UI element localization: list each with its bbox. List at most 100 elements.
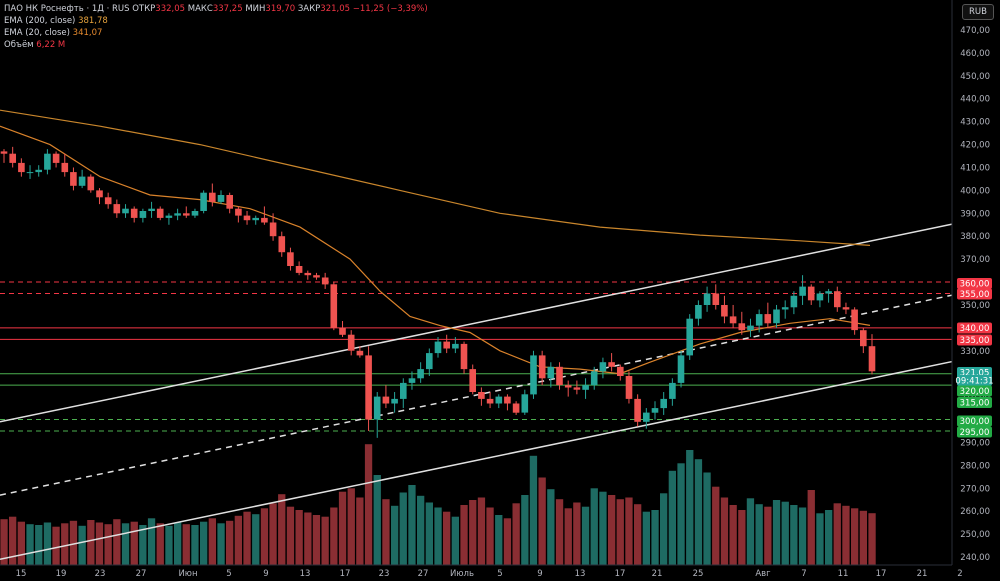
time-tick-label: 25 (693, 569, 704, 579)
volume-bar (391, 505, 399, 565)
candle-body (868, 346, 876, 372)
price-tick-label: 400,00 (960, 186, 990, 196)
price-tag-label: 09:41:31 (955, 377, 993, 387)
candle-body (799, 286, 806, 296)
volume-bar (104, 524, 112, 565)
candle-body (365, 355, 372, 420)
candle-body (677, 355, 685, 383)
time-tick-label: 5 (497, 569, 502, 579)
candle-body (156, 208, 164, 218)
volume-value: 6,22 M (36, 40, 66, 50)
price-tick-label: 440,00 (960, 95, 990, 105)
price-tick-label: 330,00 (960, 347, 990, 357)
candle-body (460, 343, 468, 370)
candle-body (564, 385, 572, 388)
candle-body (703, 293, 711, 305)
candle-body (61, 162, 69, 173)
volume-bar (9, 516, 17, 565)
candle-body (686, 318, 693, 356)
candle-body (87, 176, 95, 191)
candle-body (217, 195, 225, 202)
volume-bar (469, 500, 477, 565)
volume-bar (95, 522, 104, 565)
time-tick-label: 23 (95, 569, 106, 579)
volume-bar (304, 512, 312, 565)
volume-bar (399, 492, 407, 565)
volume-bar (382, 499, 390, 565)
high-value: 337,25 (212, 4, 243, 14)
volume-bar (738, 510, 746, 565)
price-tick-label: 270,00 (960, 484, 990, 494)
candle-body (96, 190, 103, 198)
volume-bar (521, 495, 529, 565)
candle-body (660, 398, 667, 409)
volume-bar (512, 503, 520, 565)
price-tag (957, 322, 992, 334)
candle-body (764, 314, 772, 324)
volume-bar (347, 488, 355, 565)
price-tag-label: 300,00 (960, 417, 990, 427)
volume-bar (599, 491, 607, 565)
ema200-row[interactable]: EMA (200, close) 381,78 (4, 16, 108, 26)
time-tick-label: Июль (450, 569, 474, 579)
volume-bar (0, 519, 8, 565)
time-tick-label: 5 (226, 569, 231, 579)
volume-bar (634, 504, 642, 565)
time-tick-label: 21 (652, 569, 663, 579)
candle-body (443, 341, 450, 349)
candle-body (183, 213, 190, 216)
volume-bar (330, 507, 338, 565)
volume-bar (581, 506, 590, 565)
volume-bar (364, 444, 373, 565)
candle-body (617, 366, 624, 376)
volume-bar (503, 518, 512, 565)
volume-bar (417, 495, 425, 565)
volume-bar (191, 525, 199, 565)
volume-row[interactable]: Объём 6,22 M (4, 40, 66, 50)
volume-bar (174, 522, 182, 565)
volume-bar (312, 515, 321, 565)
candle-body (478, 392, 485, 399)
candle-body (330, 284, 338, 328)
candle-body (755, 314, 763, 326)
price-tag (957, 397, 992, 408)
volume-bar (825, 510, 833, 565)
volume-bar (87, 520, 95, 565)
candle-body (721, 305, 728, 317)
volume-bar (208, 518, 216, 565)
volume-bar (295, 510, 303, 565)
volume-bar (26, 524, 34, 565)
volume-bar (573, 502, 581, 565)
candle-body (669, 382, 676, 399)
candle-body (842, 307, 850, 310)
volume-bar (147, 518, 156, 565)
volume-bar (625, 497, 633, 565)
price-tag-label: 321,05 (960, 369, 990, 379)
volume-bar (538, 477, 546, 565)
ema20-row[interactable]: EMA (20, close) 341,07 (4, 28, 103, 38)
volume-bar (529, 455, 538, 565)
price-tag (957, 334, 992, 346)
candle-body (486, 398, 494, 404)
volume-bar (616, 499, 624, 565)
candle-body (851, 309, 858, 331)
volume-bar (69, 520, 78, 565)
low-value: 319,70 (265, 4, 296, 14)
volume-bar (113, 519, 121, 565)
candle-body (209, 192, 216, 202)
candle-body (790, 295, 798, 308)
price-tick-label: 410,00 (960, 164, 990, 174)
ema200-value: 381,78 (78, 16, 108, 26)
candle-body (512, 403, 520, 413)
volume-bar (694, 459, 703, 565)
volume-bar (43, 522, 52, 565)
time-tick-label: 7 (801, 569, 806, 579)
candle-body (104, 197, 112, 205)
candle-body (729, 316, 737, 324)
time-tick-label: 13 (575, 569, 586, 579)
volume-bar (200, 521, 208, 565)
currency-button[interactable]: RUB (962, 4, 994, 20)
price-tick-label: 380,00 (960, 232, 990, 242)
volume-bar (746, 498, 755, 565)
